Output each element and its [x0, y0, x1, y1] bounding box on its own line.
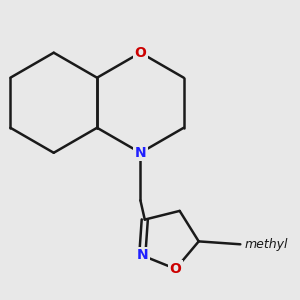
- Text: N: N: [136, 248, 148, 262]
- Text: N: N: [135, 146, 146, 160]
- Text: O: O: [170, 262, 182, 276]
- Text: methyl: methyl: [245, 238, 288, 251]
- Text: O: O: [134, 46, 146, 60]
